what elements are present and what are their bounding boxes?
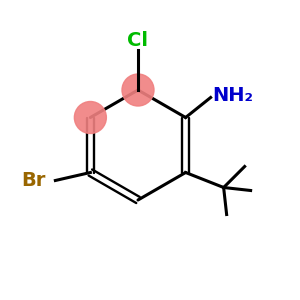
Text: NH₂: NH₂ [212, 86, 253, 105]
Text: Cl: Cl [128, 31, 148, 50]
Circle shape [122, 74, 154, 106]
Circle shape [74, 101, 106, 134]
Text: Br: Br [21, 171, 46, 190]
